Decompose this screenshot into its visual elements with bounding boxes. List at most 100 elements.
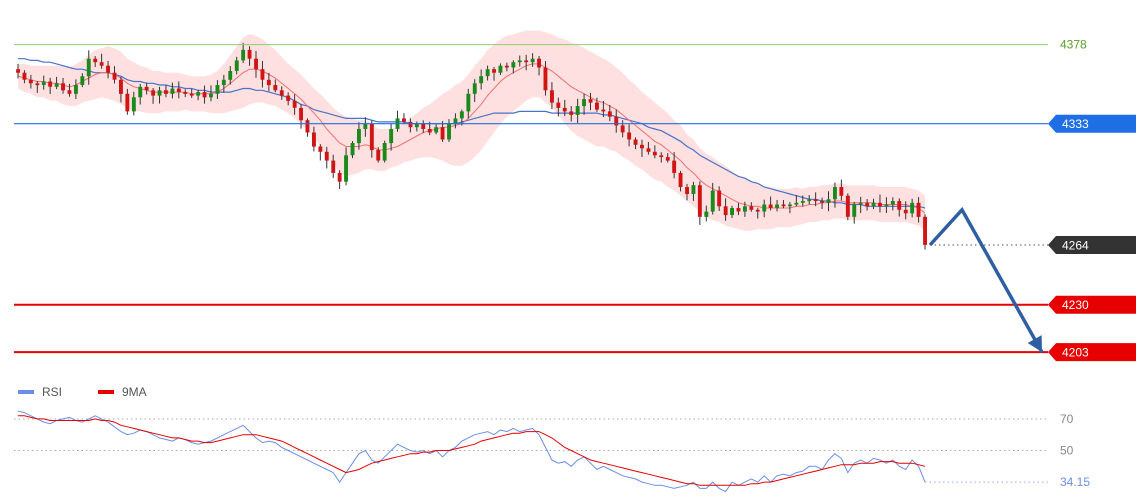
candle bbox=[562, 99, 567, 117]
candle-body bbox=[402, 118, 406, 122]
candle bbox=[447, 119, 451, 143]
candle bbox=[498, 63, 503, 75]
candle-body bbox=[273, 85, 278, 91]
candle-body bbox=[453, 118, 458, 124]
candle-body bbox=[723, 206, 728, 216]
candle-body bbox=[627, 132, 632, 140]
candle bbox=[357, 122, 361, 150]
candle-body bbox=[479, 76, 484, 84]
candle bbox=[852, 201, 857, 224]
candle bbox=[228, 66, 233, 85]
legend-item: 9MA bbox=[98, 385, 147, 399]
candle-body bbox=[556, 102, 561, 108]
fast-moving-average-line bbox=[17, 63, 926, 214]
candle bbox=[54, 76, 59, 90]
candle bbox=[903, 201, 908, 220]
candle bbox=[910, 198, 915, 218]
candle bbox=[652, 145, 657, 159]
candle-body bbox=[447, 123, 451, 140]
candle bbox=[788, 201, 792, 214]
candle-body bbox=[254, 58, 258, 70]
candle bbox=[138, 83, 143, 105]
candle bbox=[826, 191, 831, 212]
level-label: 4230 bbox=[1062, 298, 1089, 312]
candle bbox=[41, 75, 46, 90]
candle bbox=[453, 113, 458, 129]
candle-body bbox=[833, 187, 837, 200]
candle bbox=[93, 56, 98, 68]
candle bbox=[646, 141, 651, 155]
candle-body bbox=[607, 111, 612, 117]
candle bbox=[839, 179, 844, 201]
candle-body bbox=[768, 204, 773, 208]
candle bbox=[67, 83, 72, 97]
candle bbox=[459, 109, 464, 126]
candle bbox=[74, 79, 78, 99]
candle-body bbox=[678, 172, 683, 187]
candle-body bbox=[871, 202, 876, 207]
candle-body bbox=[286, 95, 291, 101]
candle bbox=[209, 85, 213, 102]
candle-body bbox=[344, 155, 348, 182]
candle bbox=[685, 183, 689, 201]
candle bbox=[376, 147, 381, 163]
candle-body bbox=[652, 151, 657, 156]
candle bbox=[665, 153, 670, 163]
candle bbox=[736, 202, 741, 216]
candle bbox=[530, 53, 535, 67]
candle-body bbox=[788, 204, 792, 207]
legend-swatch bbox=[18, 390, 34, 394]
candle-body bbox=[755, 209, 760, 212]
rsi-ma-line bbox=[18, 415, 926, 486]
legend-label: 9MA bbox=[122, 385, 147, 399]
candle bbox=[395, 110, 400, 132]
candle bbox=[151, 87, 156, 104]
level-tag bbox=[1048, 235, 1136, 254]
candle-body bbox=[176, 88, 181, 92]
candle-body bbox=[672, 160, 677, 173]
candle bbox=[710, 182, 715, 215]
candle bbox=[170, 82, 175, 99]
candle-body bbox=[48, 81, 53, 87]
candle-body bbox=[93, 58, 98, 63]
candle bbox=[434, 124, 439, 135]
level-tag bbox=[1048, 295, 1136, 314]
candle-body bbox=[74, 85, 78, 94]
candle bbox=[517, 55, 522, 67]
candle bbox=[234, 56, 239, 75]
candle bbox=[80, 73, 85, 88]
candle-body bbox=[530, 58, 535, 63]
candle-body bbox=[164, 90, 168, 94]
candle-body bbox=[665, 157, 670, 161]
candle-body bbox=[800, 201, 805, 203]
candle bbox=[672, 152, 677, 179]
candle bbox=[659, 152, 664, 163]
candle bbox=[189, 88, 194, 98]
candle-body bbox=[414, 123, 419, 128]
candle bbox=[254, 50, 258, 78]
candle-body bbox=[717, 190, 722, 207]
candle-body bbox=[80, 76, 85, 85]
projection-arrow bbox=[928, 206, 1044, 354]
candle-body bbox=[504, 65, 509, 68]
candle bbox=[35, 80, 40, 93]
candle-body bbox=[845, 195, 850, 217]
candle bbox=[749, 202, 754, 212]
candle-body bbox=[659, 155, 664, 158]
candle-body bbox=[144, 86, 149, 91]
candle-body bbox=[492, 69, 496, 73]
candle-body bbox=[852, 204, 857, 217]
candle bbox=[640, 139, 644, 158]
candle bbox=[273, 79, 278, 93]
candle-body bbox=[234, 60, 239, 71]
candle bbox=[318, 144, 323, 161]
candle bbox=[730, 205, 734, 218]
level-label: 4333 bbox=[1062, 117, 1089, 131]
candle-body bbox=[620, 125, 625, 133]
candle-body bbox=[202, 92, 207, 98]
candle bbox=[524, 54, 529, 71]
candle-body bbox=[472, 83, 477, 94]
candle bbox=[607, 105, 612, 122]
candle bbox=[833, 182, 837, 208]
candle-body bbox=[170, 88, 175, 94]
